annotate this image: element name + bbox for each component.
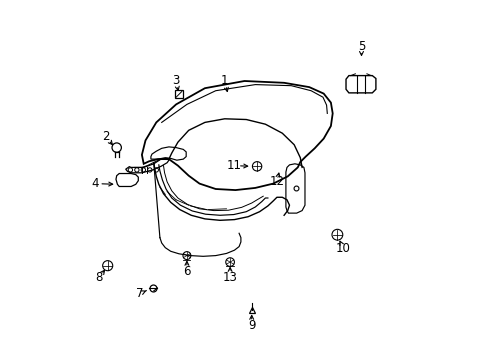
- Text: 4: 4: [91, 177, 99, 190]
- Text: 8: 8: [95, 271, 102, 284]
- Text: 3: 3: [172, 75, 180, 87]
- Text: 11: 11: [226, 159, 241, 172]
- Text: 2: 2: [102, 130, 109, 143]
- Text: 10: 10: [335, 242, 350, 255]
- Text: 6: 6: [183, 265, 190, 278]
- Text: 5: 5: [357, 40, 365, 53]
- Text: 7: 7: [136, 287, 143, 300]
- Text: 12: 12: [269, 175, 284, 188]
- Text: 1: 1: [221, 75, 228, 87]
- Text: 9: 9: [247, 319, 255, 332]
- Text: 13: 13: [222, 271, 237, 284]
